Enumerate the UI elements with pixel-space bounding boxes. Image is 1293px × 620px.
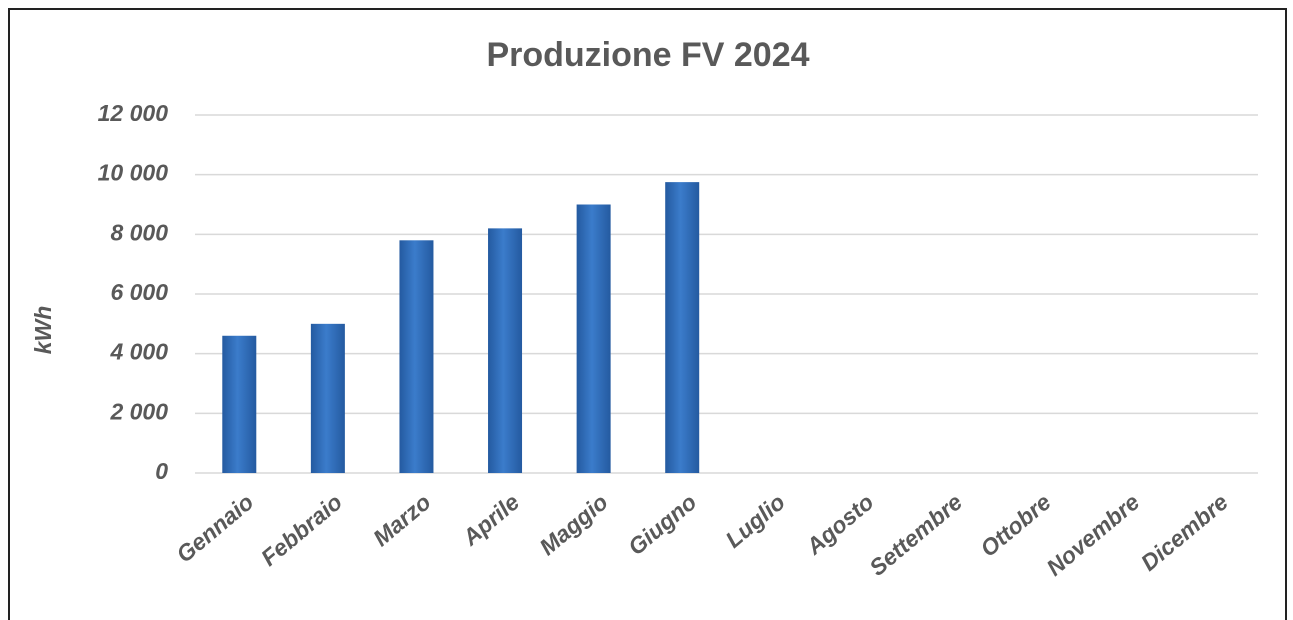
y-tick-label: 12 000: [98, 100, 169, 126]
y-tick-label: 8 000: [110, 219, 168, 245]
bar: [399, 240, 434, 473]
chart-title: Produzione FV 2024: [486, 36, 809, 74]
y-axis-label: kWh: [30, 306, 56, 355]
y-tick-label: 10 000: [98, 160, 169, 186]
y-tick-label: 0: [155, 458, 168, 484]
chart-frame: [8, 8, 1287, 620]
y-tick-label: 6 000: [110, 279, 168, 305]
bar: [665, 182, 700, 473]
bar: [488, 228, 523, 473]
bar: [222, 335, 257, 473]
bar: [576, 204, 611, 473]
y-tick-label: 2 000: [109, 398, 168, 424]
bar: [310, 323, 345, 473]
y-tick-label: 4 000: [109, 339, 168, 365]
